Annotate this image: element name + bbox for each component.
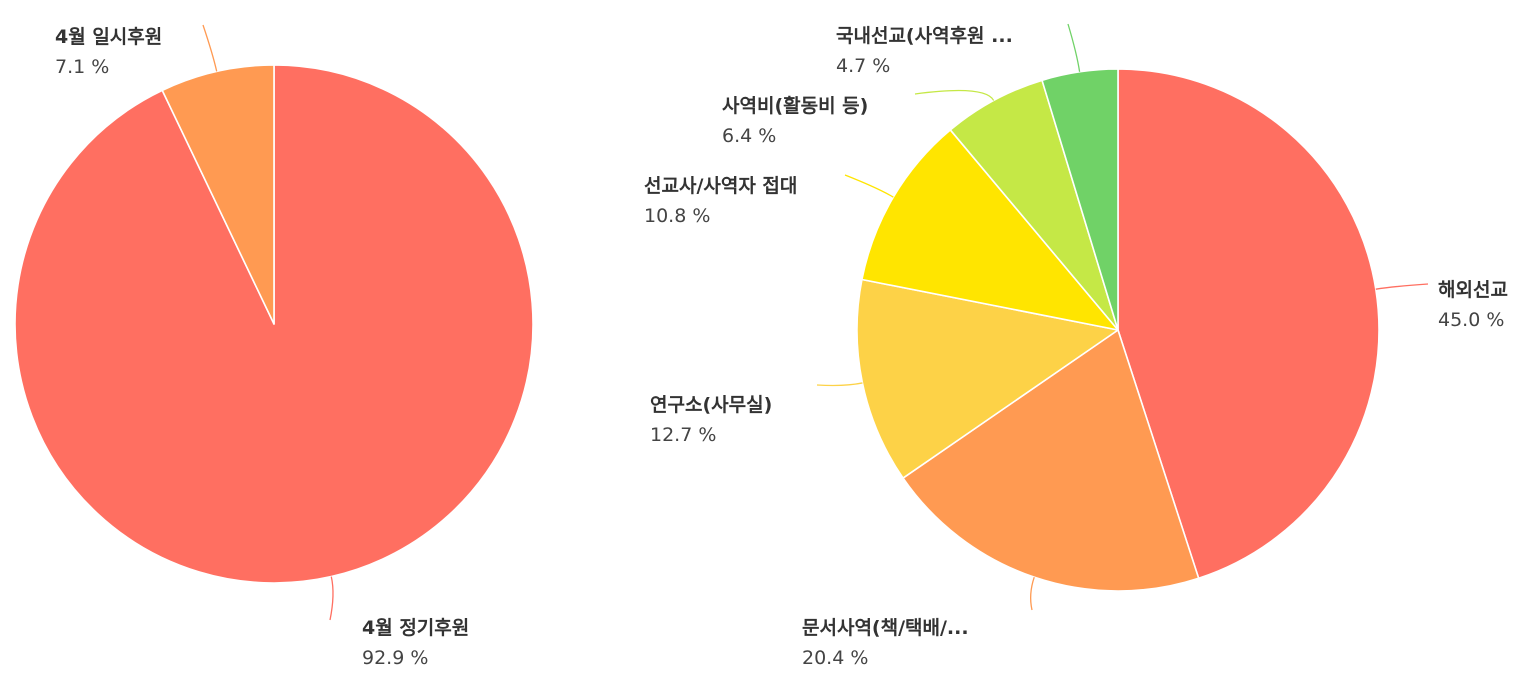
slice-label: 문서사역(책/택배/... (802, 617, 969, 639)
slice-label: 해외선교 (1438, 279, 1508, 301)
slice-label: 연구소(사무실) (650, 394, 772, 416)
pie-chart-1: 4월 정기후원 92.9 % 4월 일시후원 7.1 % (14, 24, 534, 669)
slice-percent-label: 6.4 % (722, 125, 776, 147)
slice-percent-label: 20.4 % (802, 647, 868, 669)
pie-slice[interactable] (1041, 68, 1119, 331)
label-connector-line (844, 174, 894, 198)
slice-percent-label: 92.9 % (362, 647, 428, 669)
pie-slice[interactable] (1117, 68, 1380, 580)
label-connector-line (914, 89, 995, 101)
slice-percent-label: 10.8 % (644, 205, 710, 227)
slice-label: 4월 일시후원 (55, 26, 162, 48)
pie-slice[interactable] (902, 329, 1200, 592)
slice-percent-label: 12.7 % (650, 424, 716, 446)
slice-label: 4월 정기후원 (362, 617, 469, 639)
slice-label: 선교사/사역자 접대 (644, 175, 797, 197)
pie-slice[interactable] (161, 64, 275, 325)
pie-chart-2: 해외선교 45.0 % 문서사역(책/택배/... 20.4 % 연구소(사무실) 12.… (644, 23, 1508, 669)
label-connector-line (1375, 283, 1429, 290)
label-connector-line (329, 576, 334, 621)
slice-percent-label: 4.7 % (836, 55, 890, 77)
label-connector-line (1030, 576, 1035, 611)
label-connector-line (202, 24, 218, 72)
slice-label: 사역비(활동비 등) (722, 95, 868, 117)
slice-percent-label: 45.0 % (1438, 309, 1504, 331)
slice-label: 국내선교(사역후원 ... (836, 25, 1013, 47)
label-connector-line (816, 382, 863, 387)
label-connector-line (1067, 23, 1081, 72)
slice-percent-label: 7.1 % (55, 56, 109, 78)
